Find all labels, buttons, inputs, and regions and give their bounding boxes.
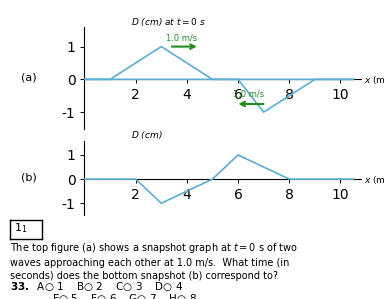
Text: $\mathbf{33.}$  A$\bigcirc$ 1    B$\bigcirc$ 2    C$\bigcirc$ 3    D$\bigcirc$ 4: $\mathbf{33.}$ A$\bigcirc$ 1 B$\bigcirc$…	[10, 280, 183, 292]
Text: $D$ (cm): $D$ (cm)	[131, 129, 162, 141]
Text: The top figure (a) shows a snapshot graph at $t = 0$ s of two
waves approaching : The top figure (a) shows a snapshot grap…	[10, 241, 298, 281]
Text: $x$ (m): $x$ (m)	[364, 174, 384, 186]
Text: (a): (a)	[22, 73, 37, 83]
Text: $\mathit{1}_{\mathit{1}}$: $\mathit{1}_{\mathit{1}}$	[14, 222, 28, 235]
Text: (b): (b)	[21, 173, 37, 183]
Text: 1.0 m/s: 1.0 m/s	[166, 34, 197, 43]
Text: 1.0 m/s: 1.0 m/s	[233, 89, 264, 98]
Text: $x$ (m): $x$ (m)	[364, 74, 384, 86]
Text: E$\bigcirc$ 5    F$\bigcirc$ 6    G$\bigcirc$ 7    H$\bigcirc$ 8: E$\bigcirc$ 5 F$\bigcirc$ 6 G$\bigcirc$ …	[52, 292, 197, 299]
Text: $D$ (cm) at $t = 0$ s: $D$ (cm) at $t = 0$ s	[131, 16, 205, 28]
